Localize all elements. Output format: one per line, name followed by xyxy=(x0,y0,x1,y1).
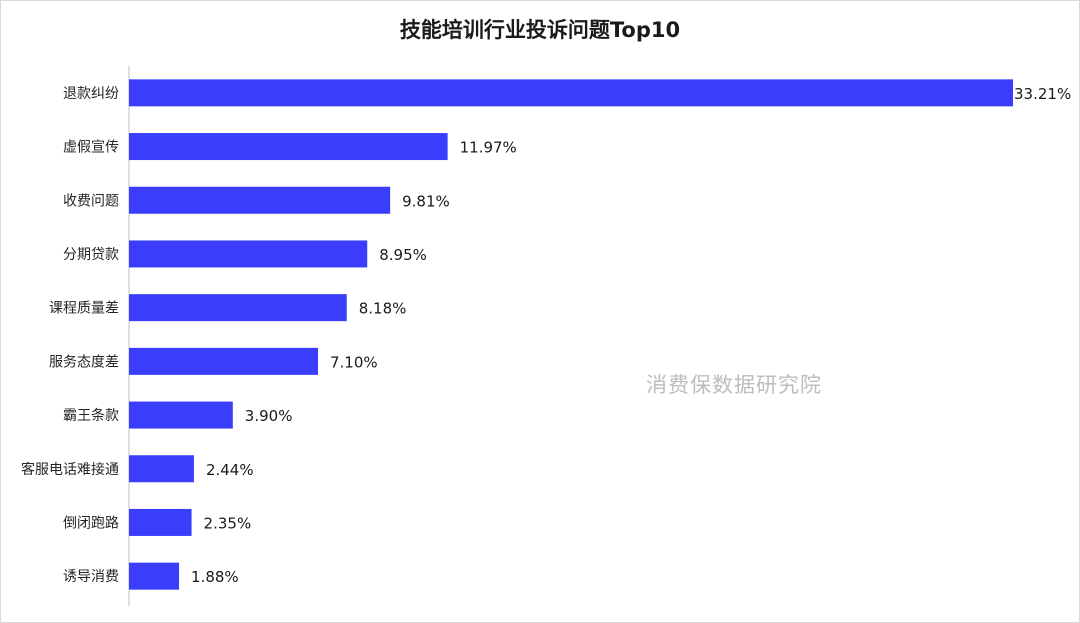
bar-8 xyxy=(129,455,194,483)
bar-3 xyxy=(129,186,391,214)
category-label-2: 虚假宣传 xyxy=(63,140,119,156)
category-label-3: 收费问题 xyxy=(63,193,119,209)
bar-1 xyxy=(129,79,1013,107)
bars-group xyxy=(129,79,1013,590)
category-label-10: 诱导消费 xyxy=(63,569,119,585)
value-label-7: 3.90% xyxy=(245,407,293,425)
value-labels: 33.21% 11.97% 9.81% 8.95% 8.18% 7.10% 3.90% 2.4… xyxy=(191,85,1071,586)
category-label-6: 服务态度差 xyxy=(49,354,119,370)
category-label-1: 退款纠纷 xyxy=(63,86,119,102)
bar-10 xyxy=(129,562,180,590)
category-labels: 退款纠纷虚假宣传收费问题分期贷款课程质量差服务态度差霸王条款客服电话难接通倒闭跑… xyxy=(21,86,119,585)
value-label-10: 1.88% xyxy=(191,568,239,586)
category-label-5: 课程质量差 xyxy=(49,301,119,317)
bar-5 xyxy=(129,294,347,322)
bar-2 xyxy=(129,133,448,161)
value-label-2: 11.97% xyxy=(460,139,517,157)
value-label-9: 2.35% xyxy=(204,514,252,532)
category-label-4: 分期贷款 xyxy=(63,247,119,263)
watermark: 消费保数据研究院 xyxy=(646,373,822,397)
category-label-7: 霸王条款 xyxy=(63,407,119,424)
value-label-4: 8.95% xyxy=(379,246,427,264)
bar-6 xyxy=(129,347,318,375)
category-label-9: 倒闭跑路 xyxy=(63,515,119,531)
bar-7 xyxy=(129,401,233,429)
value-label-3: 9.81% xyxy=(402,192,450,210)
chart-title: 技能培训行业投诉问题Top10 xyxy=(399,18,681,42)
category-label-8: 客服电话难接通 xyxy=(21,461,119,478)
bar-4 xyxy=(129,240,368,268)
value-label-8: 2.44% xyxy=(206,461,254,479)
value-label-5: 8.18% xyxy=(359,300,407,318)
value-label-6: 7.10% xyxy=(330,353,378,371)
bar-9 xyxy=(129,508,192,536)
value-label-1: 33.21% xyxy=(1014,85,1071,103)
